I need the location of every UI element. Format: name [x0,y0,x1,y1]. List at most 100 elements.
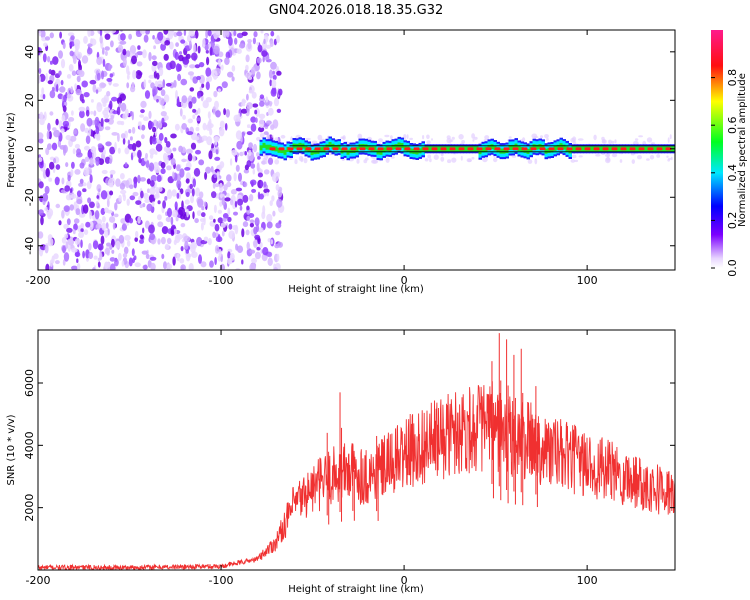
spectrogram-noise-cell [170,157,176,166]
spectrogram-noise-cell [92,149,97,160]
spectrogram-core-peak [665,147,672,151]
spectrogram-noise-cell [160,168,166,175]
spectrogram-noise-cell [249,179,257,186]
spectrogram-noise-cell [79,178,84,184]
spectrogram-noise-cell [147,188,150,193]
spectrogram-core-peak [584,147,591,151]
spectrogram-halo-cell [447,159,452,164]
spectrogram-noise-cell [204,201,207,207]
spectrogram-core-peak [431,147,438,151]
spectrogram-noise-cell [226,181,232,188]
spectrogram-noise-cell [223,108,227,116]
spectrogram-noise-cell [163,30,169,35]
spectrogram-noise-cell [205,30,209,39]
spectrogram-noise-cell [38,132,44,140]
spectrogram-halo-cell [426,134,430,140]
spectrogram-noise-cell [109,257,116,262]
spectrogram-noise-cell [158,132,164,141]
spectrogram-noise-cell [117,132,120,142]
spectrogram-noise-cell [192,114,196,120]
spectrogram-halo-cell [473,136,478,140]
spectrogram-core-peak [368,147,375,151]
spectrogram-noise-cell [176,179,182,189]
spectrogram-noise-cell [258,193,264,200]
spectrogram-noise-cell [272,119,279,129]
spectrogram-noise-cell [274,159,280,165]
spectrogram-noise-cell [124,108,129,118]
spectrogram-noise-cell [209,46,213,56]
spectrogram-noise-cell [208,118,212,127]
spectrogram-core-peak [440,147,447,151]
spectrogram-noise-cell [247,76,253,80]
spectrogram-noise-cell [148,79,152,84]
spectrogram-noise-cell [266,221,273,229]
spectrogram-noise-cell [119,40,127,45]
spectrogram-noise-cell [156,72,160,80]
spectrogram-halo-cell [458,134,464,140]
spectrogram-noise-cell [275,222,282,229]
spectrogram-noise-cell [250,123,257,132]
spectrogram-noise-cell [251,257,258,264]
spectrogram-noise-cell [104,107,111,112]
spectrogram-noise-cell [135,70,142,80]
spectrogram-noise-cell [47,122,51,132]
spectrogram-noise-cell [89,174,93,184]
spectrogram-noise-cell [70,86,74,94]
spectrogram-noise-cell [271,195,275,202]
spectrogram-noise-cell [225,51,231,59]
spectrogram-noise-cell [136,51,144,56]
spectrogram-halo-cell [527,159,533,164]
spectrogram-band-inner [607,146,611,152]
spectrogram-noise-cell [276,35,280,44]
spectrogram-noise-cell [195,149,201,155]
spectrogram-ylabel: Frequency (Hz) [6,112,17,188]
spectrogram-band-inner [553,145,557,151]
spectrogram-noise-cell [260,180,264,188]
spectrogram-noise-cell [109,216,116,223]
spectrogram-noise-cell [246,102,253,110]
spectrogram-noise-cell [46,208,54,218]
spectrogram-noise-cell [47,237,54,247]
spectrogram-noise-cell [44,185,50,195]
spectrogram-noise-cell [172,147,177,152]
spectrogram-noise-cell [42,193,49,202]
spectrogram-noise-cell [256,152,260,157]
spectrogram-noise-cell [185,178,190,184]
spectrogram-halo-cell [472,139,475,142]
spectrogram-noise-cell [71,265,78,270]
spectrogram-noise-cell [112,83,119,87]
spectrogram-noise-cell [213,174,217,178]
spectrogram-noise-cell [215,149,219,155]
spectrogram-noise-cell [53,157,57,164]
spectrogram-band-inner [505,148,509,153]
spectrogram-noise-cell [58,70,62,76]
spectrogram-noise-cell [214,156,221,161]
spectrogram-band-inner [337,144,341,150]
spectrogram-halo-cell [601,139,606,144]
spectrogram-noise-cell [62,105,67,113]
spectrogram-noise-cell [66,227,73,233]
spectrogram-noise-cell [87,197,92,204]
spectrogram-noise-cell [191,251,198,258]
spectrogram-noise-cell [265,96,269,103]
spectrogram-noise-cell [110,263,116,270]
spectrogram-noise-cell [192,178,196,188]
snr-frame [37,329,676,571]
spectrogram-noise-cell [92,267,96,270]
spectrogram-core-peak [350,147,357,151]
spectrogram-noise-cell [221,81,228,89]
spectrogram-noise-cell [157,214,162,221]
spectrogram-noise-cell [257,172,263,178]
spectrogram-noise-cell [238,43,246,49]
spectrogram-noise-cell [111,96,118,102]
spectrogram-noise-cell [276,198,283,208]
spectrogram-noise-cell [231,149,238,156]
spectrogram-noise-cell [92,240,99,250]
spectrogram-core-peak [575,147,582,151]
spectrogram-noise-cell [83,35,88,44]
spectrogram-band-inner [523,147,527,153]
spectrogram-noise-cell [51,86,55,92]
spectrogram-band-inner [547,147,551,153]
spectrogram-noise-cell [78,231,85,238]
spectrogram-band-inner [409,148,413,154]
